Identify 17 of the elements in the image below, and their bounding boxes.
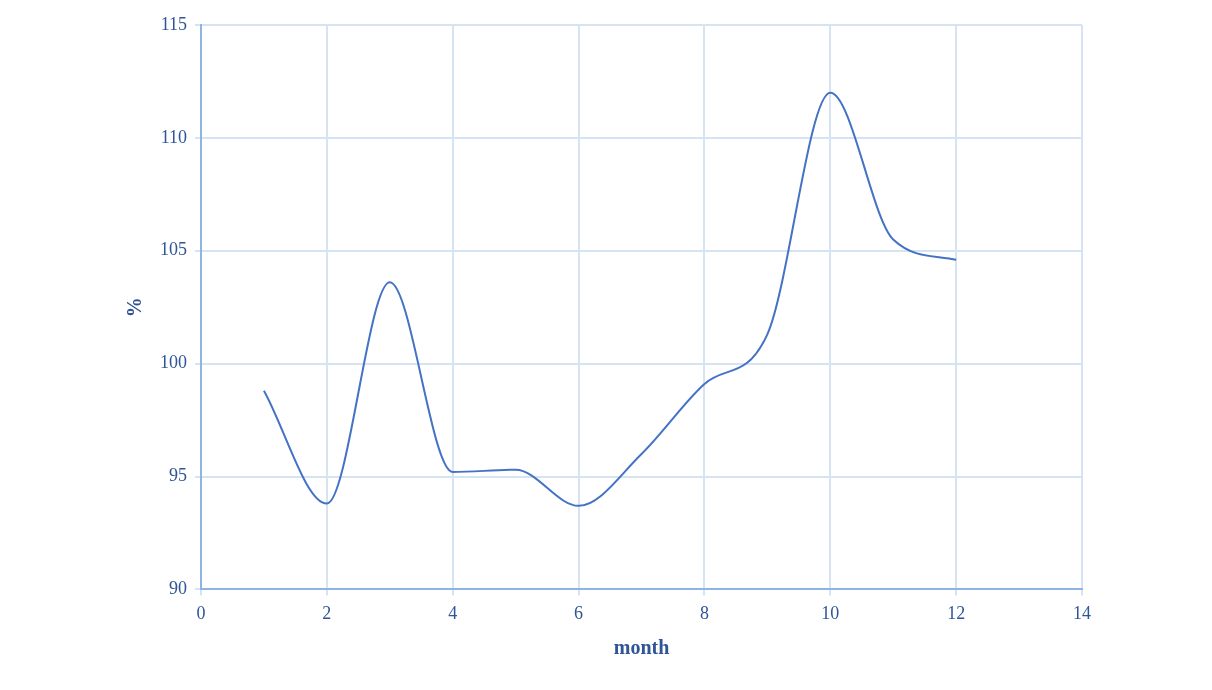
y-tick-label: 100 [160, 352, 187, 373]
x-axis-title: month [613, 636, 670, 659]
y-tick-label: 115 [160, 13, 187, 34]
y-tick-label: 95 [169, 465, 187, 486]
x-tick-label: 0 [196, 602, 206, 623]
y-tick-label: 105 [160, 239, 187, 260]
x-tick-label: 14 [1073, 602, 1091, 623]
x-tick-label: 10 [821, 602, 840, 623]
x-tick-label: 6 [574, 602, 584, 623]
line-series [262, 91, 958, 507]
x-tick-label: 2 [322, 602, 332, 623]
y-tick-label: 110 [160, 126, 187, 147]
x-tick-label: 12 [947, 602, 966, 623]
y-tick-label: 90 [169, 578, 187, 599]
x-tick-label: 4 [448, 602, 458, 623]
y-axis-title: % [123, 297, 146, 318]
x-tick-label: 8 [699, 602, 709, 623]
